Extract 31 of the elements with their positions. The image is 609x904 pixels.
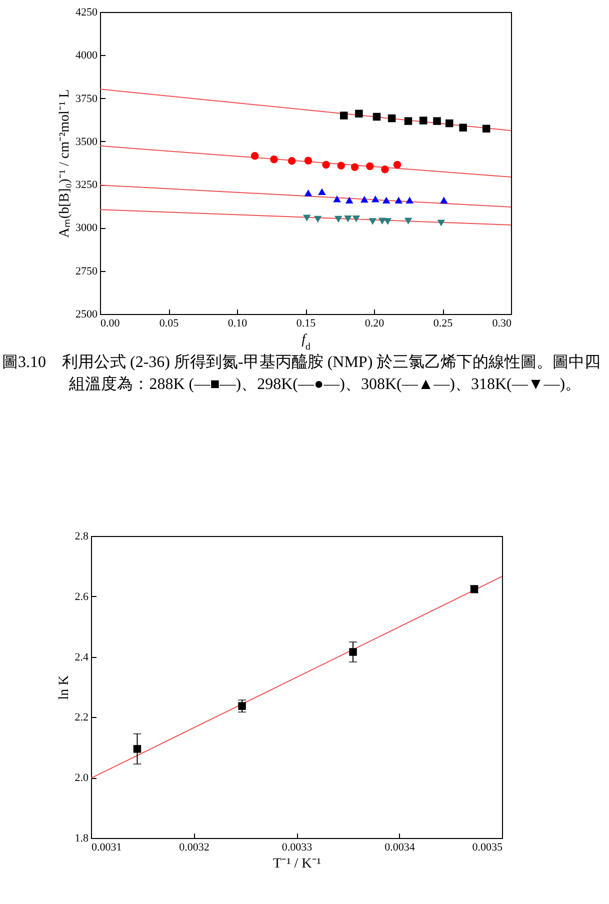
y-tick-label: 2500 [76, 308, 98, 320]
y-tick-label: 2.2 [74, 712, 88, 724]
y-tick-label: 4000 [76, 50, 98, 62]
y-tick-label: 4250 [76, 6, 98, 18]
x-tick-label: 0.25 [433, 318, 454, 330]
y-tick-label: 2.6 [74, 590, 89, 603]
y-tick-label: 2.0 [74, 772, 89, 784]
x-tick-label: 0.00 [100, 318, 120, 330]
y-tick-label: 2.4 [74, 651, 89, 664]
x-tick-label: 0.30 [492, 318, 512, 330]
y-tick-label: 3250 [76, 179, 98, 192]
y-tick-label: 1.8 [74, 832, 89, 844]
x-tick-label: 0.0032 [179, 842, 210, 854]
x-tick-label: 0.10 [228, 318, 248, 330]
y-tick-label: 3500 [76, 136, 98, 148]
x-tick-label: 0.15 [296, 318, 316, 330]
x-tick-label: 0.0035 [472, 842, 503, 854]
y-axis-title: ln K [56, 675, 72, 700]
y-tick-label: 2.8 [74, 530, 89, 542]
x-axis-title: T⁻¹ / K⁻¹ [273, 856, 321, 872]
x-tick-label: 0.0034 [384, 842, 416, 854]
x-tick-label: 0.20 [364, 318, 385, 330]
y-tick-label: 2750 [76, 265, 98, 278]
x-tick-label: 0.0031 [92, 842, 122, 854]
y-axis-title: Aₘ(b[B]₀)⁻¹ / cm⁻²mol⁻¹ L [58, 89, 72, 238]
x-tick-label: 0.0033 [282, 842, 313, 854]
y-tick-label: 3000 [76, 222, 98, 234]
x-axis-title: f$_{d}$ [302, 332, 310, 352]
x-tick-label: 0.05 [159, 318, 180, 330]
caption: 圖3.10 利用公式 (2-36) 所得到氮-甲基丙醯胺 (NMP) 於三氯乙烯下的線性圖。圖中四組溫度為：288K (—■—)、298K(—●—)、308K(—▲—)、318K(—▼—)。 [2, 352, 602, 395]
y-tick-label: 3750 [76, 92, 98, 105]
